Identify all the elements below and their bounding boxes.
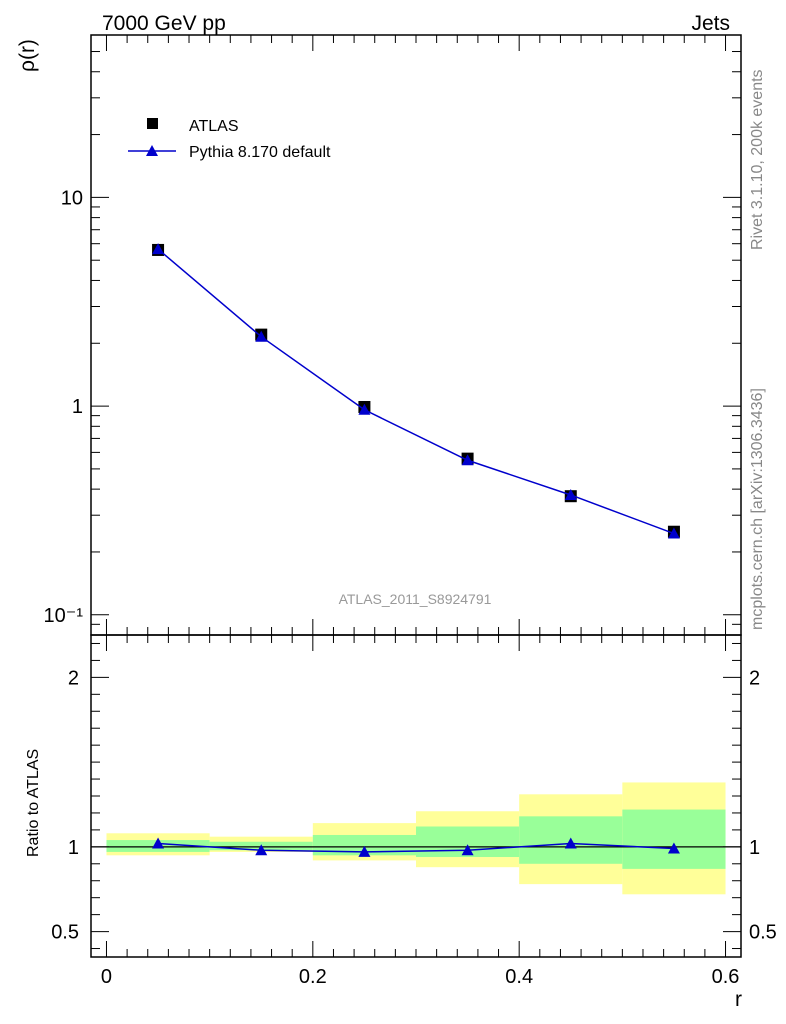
ratio-xtick-label: 0.2 [299,966,327,988]
legend-data-marker [147,118,158,129]
ratio-pythia-point [667,842,680,854]
ratio-pythia-point [255,844,268,856]
ratio-ytick-label-right: 0.5 [749,922,777,944]
legend: ATLAS Pythia 8.170 default [128,118,331,161]
main-ytick-label: 10⁻¹ [44,605,84,627]
ratio-pythia-point [461,844,474,856]
ratio-pythia-point [358,845,371,857]
pythia-point [152,243,165,255]
ratio-xtick-label: 0 [101,966,112,988]
ratio-xtick-label: 0.6 [712,966,740,988]
ratio-pythia-line [158,842,674,853]
ratio-band-inner [312,834,416,856]
header-left: 7000 GeV pp [102,12,226,35]
side-label-bottom: mcplots.cern.ch [arXiv:1306.3436] [749,388,766,630]
ratio-ytick-label: 2 [68,667,79,689]
pythia-line [157,248,675,535]
ratio-xtick-label: 0.4 [505,966,533,988]
pythia-point [667,527,680,539]
analysis-watermark: ATLAS_2011_S8924791 [339,591,492,607]
pythia-point [564,488,577,500]
ratio-pythia-point [564,837,577,849]
main-ytick-label: 10 [61,187,83,209]
header-right: Jets [691,12,730,35]
ratio-ytick-label: 0.5 [51,922,79,944]
legend-mc-label: Pythia 8.170 default [189,144,331,161]
main-ylabel: ρ(r) [16,39,39,72]
ratio-ylabel: Ratio to ATLAS [25,749,42,857]
ratio-band-inner [622,809,726,869]
pythia-point [358,403,371,415]
pythia-point [255,330,268,342]
ratio-ytick-label-right: 2 [749,667,760,689]
main-ytick-label: 1 [72,396,83,418]
ratio-ytick-label: 1 [68,837,79,859]
ratio-pythia-point [152,837,165,849]
ratio-xlabel: r [735,988,742,1011]
legend-data-label: ATLAS [189,118,239,135]
ratio-panel: 2 2 1 1 0.5 0.5 0 0.2 0.4 0.6 [51,634,777,988]
legend-mc-marker [146,145,158,156]
pythia-point [461,454,474,466]
ratio-ytick-label-right: 1 [749,837,760,859]
side-label-top: Rivet 3.1.10, 200k events [749,69,766,250]
